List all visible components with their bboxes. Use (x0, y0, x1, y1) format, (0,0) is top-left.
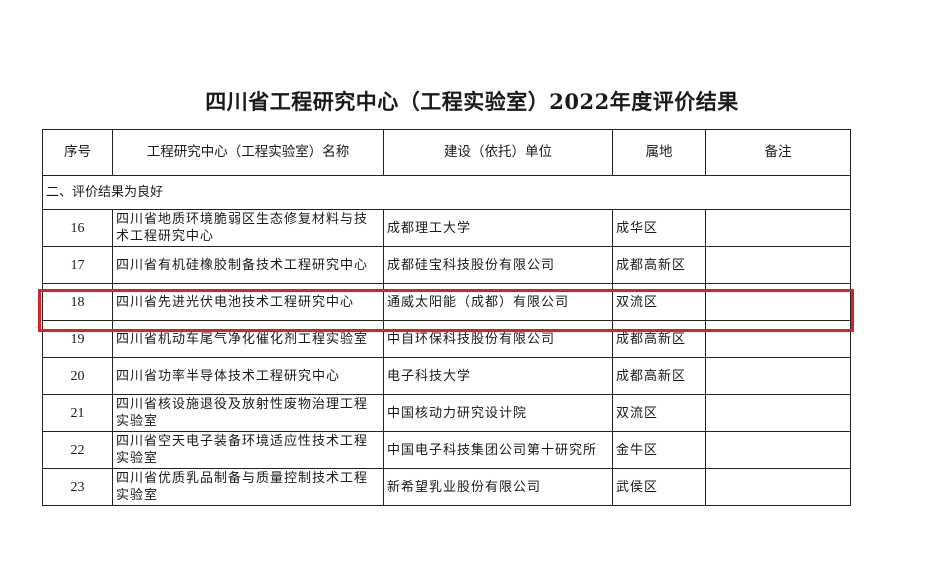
row-note (705, 246, 851, 284)
section-heading: 二、评价结果为良好 (42, 175, 851, 210)
row-location: 金牛区 (612, 431, 706, 469)
row-location: 成华区 (612, 209, 706, 247)
table-header-row: 序号 工程研究中心（工程实验室）名称 建设（依托）单位 属地 备注 (42, 129, 851, 176)
row-note (705, 394, 851, 432)
table-row: 23 四川省优质乳品制备与质量控制技术工程实验室 新希望乳业股份有限公司 武侯区 (42, 468, 851, 506)
row-number: 20 (42, 357, 113, 395)
row-note (705, 209, 851, 247)
row-name: 四川省地质环境脆弱区生态修复材料与技术工程研究中心 (112, 209, 384, 247)
row-location: 武侯区 (612, 468, 706, 506)
row-number: 18 (42, 283, 113, 321)
row-name: 四川省功率半导体技术工程研究中心 (112, 357, 384, 395)
row-location: 成都高新区 (612, 357, 706, 395)
row-name: 四川省有机硅橡胶制备技术工程研究中心 (112, 246, 384, 284)
row-number: 22 (42, 431, 113, 469)
row-name: 四川省优质乳品制备与质量控制技术工程实验室 (112, 468, 384, 506)
table-row: 16 四川省地质环境脆弱区生态修复材料与技术工程研究中心 成都理工大学 成华区 (42, 209, 851, 247)
row-unit: 中国核动力研究设计院 (383, 394, 613, 432)
row-name: 四川省核设施退役及放射性废物治理工程实验室 (112, 394, 384, 432)
row-number: 21 (42, 394, 113, 432)
row-number: 19 (42, 320, 113, 358)
section-row: 二、评价结果为良好 (42, 175, 851, 210)
row-unit: 中国电子科技集团公司第十研究所 (383, 431, 613, 469)
row-note (705, 468, 851, 506)
row-unit: 电子科技大学 (383, 357, 613, 395)
header-no: 序号 (42, 129, 113, 176)
row-unit: 新希望乳业股份有限公司 (383, 468, 613, 506)
row-number: 23 (42, 468, 113, 506)
row-location: 双流区 (612, 283, 706, 321)
table-row: 17 四川省有机硅橡胶制备技术工程研究中心 成都硅宝科技股份有限公司 成都高新区 (42, 246, 851, 284)
row-name: 四川省空天电子装备环境适应性技术工程实验室 (112, 431, 384, 469)
header-unit: 建设（依托）单位 (383, 129, 613, 176)
row-note (705, 431, 851, 469)
row-note (705, 320, 851, 358)
header-location: 属地 (612, 129, 706, 176)
row-unit: 成都硅宝科技股份有限公司 (383, 246, 613, 284)
header-note: 备注 (705, 129, 851, 176)
row-note (705, 357, 851, 395)
row-location: 双流区 (612, 394, 706, 432)
table-row: 21 四川省核设施退役及放射性废物治理工程实验室 中国核动力研究设计院 双流区 (42, 394, 851, 432)
row-location: 成都高新区 (612, 320, 706, 358)
row-number: 16 (42, 209, 113, 247)
row-name: 四川省先进光伏电池技术工程研究中心 (112, 283, 384, 321)
row-number: 17 (42, 246, 113, 284)
row-unit: 通威太阳能（成都）有限公司 (383, 283, 613, 321)
table-row: 22 四川省空天电子装备环境适应性技术工程实验室 中国电子科技集团公司第十研究所 金牛… (42, 431, 851, 469)
row-location: 成都高新区 (612, 246, 706, 284)
table-row: 19 四川省机动车尾气净化催化剂工程实验室 中自环保科技股份有限公司 成都高新区 (42, 320, 851, 358)
row-unit: 成都理工大学 (383, 209, 613, 247)
evaluation-table: 序号 工程研究中心（工程实验室）名称 建设（依托）单位 属地 备注 二、评价结果… (42, 129, 851, 506)
document-title: 四川省工程研究中心（工程实验室）2022年度评价结果 (205, 89, 739, 114)
header-name: 工程研究中心（工程实验室）名称 (112, 129, 384, 176)
row-name: 四川省机动车尾气净化催化剂工程实验室 (112, 320, 384, 358)
row-unit: 中自环保科技股份有限公司 (383, 320, 613, 358)
row-note (705, 283, 851, 321)
table-row: 18 四川省先进光伏电池技术工程研究中心 通威太阳能（成都）有限公司 双流区 (42, 283, 851, 321)
table-row: 20 四川省功率半导体技术工程研究中心 电子科技大学 成都高新区 (42, 357, 851, 395)
